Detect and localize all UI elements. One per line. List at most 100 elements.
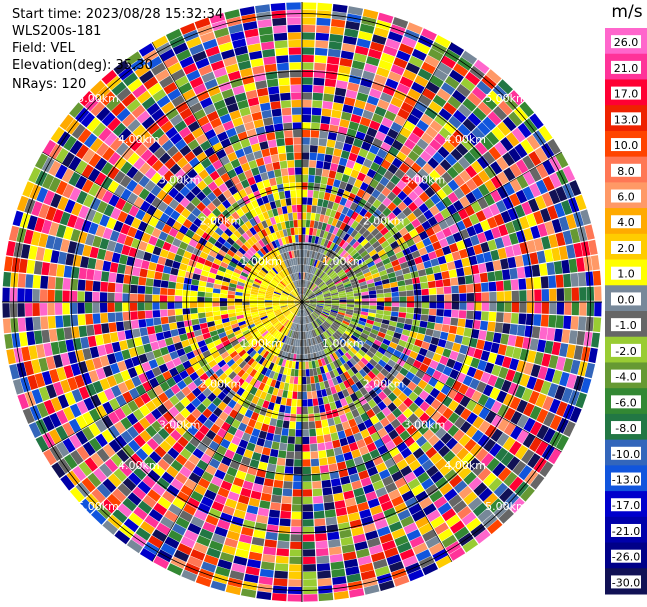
velocity-bin: [489, 302, 497, 312]
velocity-bin: [314, 55, 327, 64]
velocity-bin: [547, 138, 561, 155]
velocity-bin: [176, 49, 192, 62]
velocity-bin: [85, 280, 94, 291]
velocity-bin: [433, 68, 448, 82]
velocity-bin: [215, 368, 224, 377]
velocity-bin: [382, 314, 391, 321]
velocity-bin: [357, 360, 366, 369]
velocity-bin: [415, 516, 430, 529]
velocity-bin: [360, 346, 369, 354]
velocity-bin: [434, 114, 448, 127]
velocity-bin: [286, 312, 292, 319]
velocity-bin: [143, 135, 156, 149]
velocity-bin: [449, 69, 464, 83]
velocity-bin: [306, 316, 310, 323]
velocity-bin: [416, 333, 425, 341]
velocity-bin: [241, 255, 250, 263]
velocity-bin: [378, 359, 387, 368]
velocity-bin: [287, 297, 295, 301]
velocity-bin: [351, 283, 360, 289]
velocity-bin: [167, 344, 176, 353]
velocity-bin: [360, 429, 370, 439]
velocity-bin: [274, 380, 281, 389]
velocity-bin: [290, 406, 297, 414]
velocity-bin: [417, 168, 429, 180]
velocity-bin: [459, 170, 472, 183]
velocity-bin: [429, 234, 439, 244]
velocity-bin: [463, 491, 478, 505]
velocity-bin: [269, 146, 278, 156]
velocity-bin: [370, 505, 383, 516]
velocity-bin: [339, 295, 347, 298]
velocity-bin: [247, 260, 256, 267]
velocity-bin: [277, 273, 283, 280]
range-ring-label: 1.00km: [240, 255, 282, 268]
velocity-bin: [400, 465, 413, 477]
velocity-bin: [453, 187, 465, 200]
velocity-bin: [140, 521, 155, 535]
velocity-bin: [238, 494, 250, 505]
velocity-bin: [341, 241, 349, 250]
velocity-bin: [477, 232, 487, 244]
velocity-bin: [302, 436, 310, 445]
velocity-bin: [263, 478, 274, 487]
velocity-bin: [270, 2, 286, 12]
velocity-bin: [400, 334, 409, 342]
velocity-bin: [236, 378, 245, 387]
velocity-bin: [539, 263, 548, 276]
velocity-bin: [294, 316, 298, 323]
velocity-bin: [101, 69, 117, 85]
velocity-bin: [373, 385, 382, 395]
velocity-bin: [165, 217, 176, 227]
velocity-bin: [232, 192, 242, 202]
velocity-bin: [335, 423, 344, 432]
velocity-bin: [104, 388, 115, 401]
velocity-bin: [430, 181, 442, 193]
velocity-bin: [183, 114, 197, 126]
velocity-bin: [324, 303, 332, 305]
velocity-bin: [316, 299, 325, 302]
velocity-bin: [208, 413, 219, 423]
velocity-bin: [281, 374, 287, 383]
velocity-bin: [28, 167, 41, 183]
velocity-bin: [417, 471, 430, 484]
velocity-bin: [292, 331, 296, 339]
velocity-bin: [332, 333, 339, 341]
velocity-bin: [168, 503, 182, 516]
velocity-bin: [367, 498, 380, 509]
velocity-bin: [99, 214, 110, 227]
velocity-bin: [359, 208, 368, 217]
velocity-bin: [212, 159, 223, 170]
velocity-bin: [242, 232, 250, 241]
velocity-bin: [240, 326, 249, 333]
velocity-bin: [248, 497, 260, 507]
velocity-bin: [497, 404, 509, 418]
velocity-bin: [153, 502, 168, 516]
velocity-bin: [556, 288, 565, 301]
velocity-bin: [224, 537, 238, 548]
velocity-bin: [413, 465, 426, 478]
velocity-bin: [342, 104, 354, 114]
velocity-bin: [135, 143, 148, 157]
velocity-bin: [292, 391, 298, 399]
velocity-bin: [32, 274, 41, 289]
velocity-bin: [315, 533, 327, 542]
velocity-bin: [31, 201, 43, 217]
velocity-bin: [312, 267, 317, 275]
velocity-bin: [374, 280, 383, 287]
velocity-bin: [68, 156, 82, 171]
velocity-bin: [327, 456, 337, 465]
velocity-bin: [326, 258, 333, 266]
velocity-bin: [9, 364, 20, 380]
velocity-bin: [239, 534, 253, 544]
velocity-bin: [324, 304, 332, 307]
colorbar-tick-label: 13.0: [614, 113, 639, 126]
velocity-bin: [32, 289, 40, 302]
velocity-bin: [102, 520, 118, 535]
velocity-bin: [446, 204, 458, 216]
velocity-bin: [145, 369, 155, 381]
velocity-bin: [285, 276, 291, 284]
velocity-bin: [222, 385, 232, 395]
velocity-bin: [258, 26, 273, 36]
velocity-bin: [184, 442, 197, 454]
